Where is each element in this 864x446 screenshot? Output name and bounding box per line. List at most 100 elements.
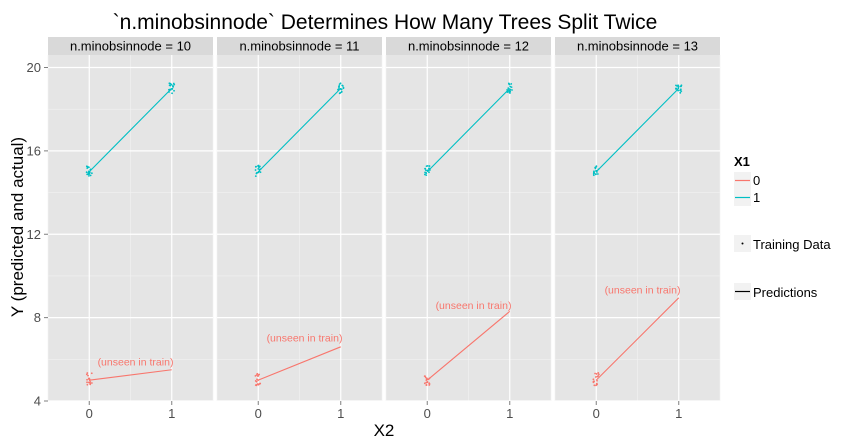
training-data-point (168, 84, 171, 87)
legend-training-point (741, 242, 744, 245)
y-tick-label: 16 (27, 143, 41, 158)
annotation-unseen-in-train: (unseen in train) (98, 356, 174, 368)
prediction-line-x1-1 (595, 87, 680, 173)
y-tick-label: 12 (27, 227, 41, 242)
prediction-line-x1-0 (89, 369, 172, 381)
training-data-point (425, 174, 428, 177)
training-data-point (594, 173, 597, 176)
training-data-point (593, 170, 595, 173)
training-data-point (86, 383, 89, 386)
training-data-point (596, 173, 599, 175)
training-data-point (168, 82, 171, 85)
training-data-point (171, 87, 174, 90)
training-data-point (677, 84, 679, 87)
training-data-point (594, 376, 597, 378)
training-data-point (338, 83, 341, 86)
legend-predictions-label: Predictions (753, 285, 818, 300)
facet-panel-2: n.minobsinnode = 12 0 1 (unseen in train) (385, 37, 552, 421)
training-data-point (595, 373, 598, 375)
training-data-point (423, 173, 426, 176)
x-tick-label: 1 (506, 406, 513, 421)
training-data-point (592, 174, 595, 177)
legend-label-1: 1 (753, 190, 760, 205)
training-data-point (425, 381, 428, 384)
panels-layer: n.minobsinnode = 100 1(unseen in train)n.… (47, 37, 721, 421)
legend: X1 0 1 Training Data Predictions (734, 154, 831, 300)
annotation-unseen-in-train: (unseen in train) (267, 332, 343, 344)
prediction-line-x1-1 (257, 87, 342, 173)
training-data-point (87, 377, 90, 380)
training-data-point (426, 164, 429, 167)
training-data-point (428, 171, 430, 174)
training-data-point (593, 384, 596, 387)
training-data-point (594, 167, 597, 170)
training-data-point (510, 83, 513, 85)
training-data-point (88, 174, 90, 177)
training-data-point (680, 85, 682, 88)
legend-training-label: Training Data (753, 237, 831, 252)
facet-strip-label: n.minobsinnode = 13 (577, 39, 698, 54)
prediction-line-x1-1 (88, 87, 173, 173)
training-data-point (595, 382, 598, 385)
training-data-point (424, 167, 427, 170)
training-data-point (255, 384, 258, 387)
training-data-point (90, 382, 93, 384)
training-data-point (173, 83, 176, 86)
training-data-point (257, 375, 259, 378)
training-data-point (256, 372, 259, 375)
training-data-point (88, 381, 90, 384)
training-data-point (170, 83, 173, 86)
training-data-point (508, 91, 511, 94)
training-data-point (342, 87, 345, 90)
x-axis-title: X2 (374, 421, 395, 440)
x-tick-label: 1 (675, 406, 682, 421)
training-data-point (507, 82, 510, 85)
training-data-point (511, 89, 513, 91)
training-data-point (592, 378, 595, 381)
training-data-point (338, 84, 341, 87)
x-tick-label: 0 (593, 406, 600, 421)
training-data-point (595, 166, 597, 168)
training-data-point (428, 384, 431, 386)
x-tick-label: 0 (255, 406, 262, 421)
training-data-point (425, 384, 428, 386)
annotation-unseen-in-train: (unseen in train) (436, 300, 512, 312)
training-data-point (255, 380, 258, 383)
facet-panel-3: n.minobsinnode = 13 0 1 (unseen in train) (554, 37, 721, 421)
facet-strip (555, 37, 720, 55)
facet-strip-label: n.minobsinnode = 11 (239, 39, 359, 54)
training-data-point (254, 375, 257, 377)
training-data-point (254, 169, 257, 171)
y-tick-label: 20 (27, 60, 41, 75)
training-data-point (428, 165, 431, 167)
chart-title: `n.minobsinnode` Determines How Many Tre… (112, 11, 658, 34)
training-data-point (338, 87, 340, 89)
training-data-point (675, 84, 677, 87)
facet-panel-0: n.minobsinnode = 10 0 1 (unseen in train) (47, 37, 214, 421)
training-data-point (598, 373, 600, 376)
x-tick-label: 1 (337, 406, 344, 421)
training-data-point (86, 381, 88, 384)
training-data-point (257, 167, 260, 170)
y-axis: 4 8 12 16 20 (27, 60, 48, 409)
training-data-point (259, 171, 262, 174)
training-data-point (90, 372, 93, 375)
training-data-point (423, 382, 426, 385)
training-data-point (89, 174, 92, 177)
training-data-point (258, 166, 260, 169)
facet-strip-label: n.minobsinnode = 10 (70, 39, 191, 54)
training-data-point (679, 88, 682, 91)
training-data-point (426, 377, 428, 380)
training-data-point (593, 380, 595, 383)
facet-strip-label: n.minobsinnode = 12 (408, 39, 529, 54)
training-data-point (679, 91, 682, 94)
facet-strip (217, 37, 382, 55)
training-data-point (254, 175, 257, 178)
legend-title: X1 (734, 154, 750, 169)
training-data-point (597, 372, 600, 374)
training-data-point (87, 166, 90, 169)
training-data-point (255, 165, 257, 168)
training-data-point (509, 85, 512, 88)
facet-strip (48, 37, 213, 55)
training-data-point (89, 382, 92, 385)
